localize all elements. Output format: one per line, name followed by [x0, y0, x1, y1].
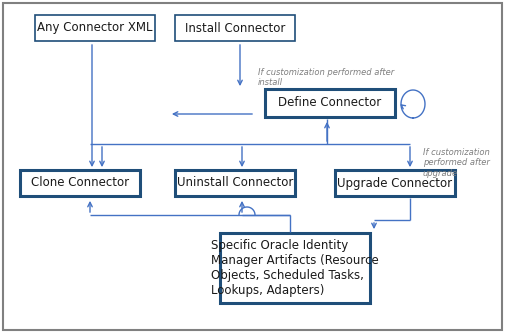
Bar	[220, 233, 370, 303]
Bar	[175, 15, 295, 41]
Text: Upgrade Connector: Upgrade Connector	[337, 176, 452, 189]
Text: Define Connector: Define Connector	[278, 97, 382, 110]
Bar	[175, 170, 295, 196]
Bar	[335, 170, 455, 196]
Text: Install Connector: Install Connector	[185, 22, 285, 35]
Text: Uninstall Connector: Uninstall Connector	[177, 176, 293, 189]
Text: Any Connector XML: Any Connector XML	[37, 22, 153, 35]
Text: If customization performed after
install: If customization performed after install	[258, 68, 394, 87]
Text: Clone Connector: Clone Connector	[31, 176, 129, 189]
Text: Specific Oracle Identity
Manager Artifacts (Resource
Objects, Scheduled Tasks,
L: Specific Oracle Identity Manager Artifac…	[211, 239, 379, 297]
Bar	[35, 15, 155, 41]
Bar	[265, 89, 395, 117]
Text: If customization
performed after
upgrade: If customization performed after upgrade	[423, 148, 490, 178]
Bar	[20, 170, 140, 196]
